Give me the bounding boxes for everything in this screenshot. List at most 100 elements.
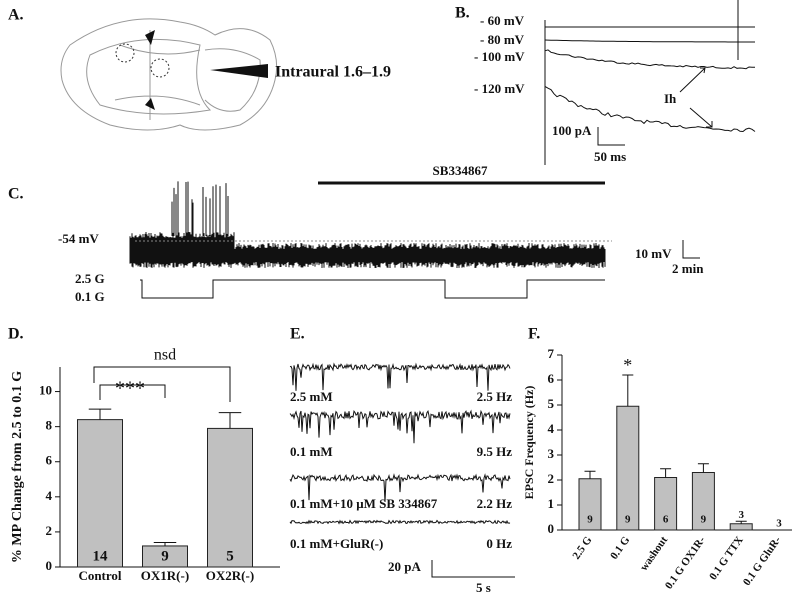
scale-label: 2 min [672, 261, 704, 276]
scale-bar [682, 240, 700, 259]
y-tick-label: 2 [46, 523, 53, 538]
epsc-trace [289, 473, 511, 503]
current-trace [544, 39, 755, 43]
brain-section [60, 18, 278, 131]
panel-label: E. [290, 326, 305, 343]
frequency-label: 2.2 Hz [477, 496, 513, 511]
condition-label: 0.1 mM+GluR(-) [290, 536, 383, 551]
bar [77, 419, 123, 568]
y-axis-label: % MP Change from 2.5 to 0.1 G [10, 371, 25, 563]
panel-label: A. [8, 7, 24, 24]
x-tick-label: Control [78, 568, 121, 583]
y-tick-label: 10 [39, 383, 52, 398]
x-tick-label: 0.1 G TTX [707, 534, 746, 582]
potential-label: - 80 mV [480, 32, 525, 47]
scale-label: 50 ms [594, 149, 626, 164]
scale-label: 5 s [476, 580, 491, 595]
potential-label: - 100 mV [474, 49, 525, 64]
resting-label: -54 mV [58, 231, 99, 246]
y-tick-label: 7 [548, 346, 555, 361]
y-tick-label: 6 [548, 371, 555, 386]
error-bar [153, 541, 177, 546]
drug-label: SB334867 [433, 163, 488, 178]
x-tick-label: washout [638, 534, 670, 573]
scale-bar [431, 560, 515, 578]
y-tick-label: 3 [548, 446, 555, 461]
y-tick-label: 4 [46, 488, 53, 503]
protocol-label: 2.5 G [75, 271, 105, 286]
x-tick-label: 0.1 G OX1R- [663, 534, 708, 591]
condition-label: 2.5 mM [290, 389, 333, 404]
sample-size: 5 [226, 548, 234, 564]
scale-bar [597, 127, 625, 146]
y-tick-label: 2 [548, 471, 555, 486]
potential-label: - 60 mV [480, 13, 525, 28]
sample-size: 14 [93, 548, 109, 564]
y-tick-label: 0 [548, 521, 555, 536]
frequency-label: 2.5 Hz [477, 389, 513, 404]
scale-label: 20 pA [388, 559, 421, 574]
error-bar [584, 470, 596, 479]
epsc-trace [289, 409, 511, 444]
y-tick-label: 6 [46, 453, 53, 468]
x-tick-label: OX2R(-) [206, 568, 254, 583]
epsc-trace [289, 362, 511, 391]
capacitive-transient [544, 0, 739, 165]
voltage-trace [129, 181, 606, 268]
glucose-protocol [140, 279, 605, 299]
y-tick-label: 0 [46, 558, 53, 573]
x-tick-label: 0.1 G GluR- [741, 534, 784, 588]
bar [616, 405, 640, 531]
sample-size: 9 [161, 548, 169, 564]
scale-label: 10 mV [635, 246, 672, 261]
current-label: Ih [664, 91, 677, 106]
voltage-trace [129, 181, 606, 268]
frequency-label: 0 Hz [486, 536, 512, 551]
condition-label: 0.1 mM+10 μM SB 334867 [290, 496, 438, 511]
current-trace [544, 85, 756, 133]
panel-label: C. [8, 186, 24, 203]
current-traces [544, 0, 756, 165]
x-tick-label: 0.1 G [608, 534, 632, 562]
panel-label: B. [455, 5, 470, 22]
condition-label: 0.1 mM [290, 444, 333, 459]
y-tick-label: 1 [548, 496, 555, 511]
sample-size: 9 [625, 514, 631, 526]
sample-size: 3 [776, 518, 782, 530]
caption: Intraural 1.6–1.9 [275, 64, 391, 81]
panel-label: D. [8, 326, 24, 343]
potential-label: - 120 mV [474, 81, 525, 96]
sample-size: 6 [663, 514, 669, 526]
bracket [93, 366, 231, 402]
epsc-traces [289, 362, 511, 525]
bar [729, 523, 753, 531]
frequency-label: 9.5 Hz [477, 444, 513, 459]
bar [207, 427, 253, 568]
scale-label: 100 pA [552, 123, 592, 138]
error-bar [622, 374, 634, 407]
y-axis-label: EPSC Frequency (Hz) [522, 386, 536, 500]
error-bar [88, 408, 112, 420]
epsc-trace [289, 519, 511, 525]
panel-label: F. [528, 326, 540, 343]
brain-landmark [210, 64, 268, 78]
x-tick-label: OX1R(-) [141, 568, 189, 583]
error-bar [735, 520, 747, 524]
x-tick-label: 2.5 G [570, 534, 594, 562]
current-trace [544, 49, 755, 70]
protocol-label: 0.1 G [75, 289, 105, 304]
arrow [679, 67, 713, 128]
significance: *** [115, 378, 145, 400]
significance: * [623, 355, 632, 375]
sample-size: 3 [738, 509, 744, 521]
y-tick-label: 5 [548, 396, 555, 411]
y-tick-label: 8 [46, 418, 53, 433]
significance: nsd [154, 347, 176, 364]
sample-size: 9 [701, 514, 707, 526]
error-bar [660, 468, 672, 478]
error-bar [218, 412, 242, 429]
sample-size: 9 [587, 514, 593, 526]
y-tick-label: 4 [548, 421, 555, 436]
